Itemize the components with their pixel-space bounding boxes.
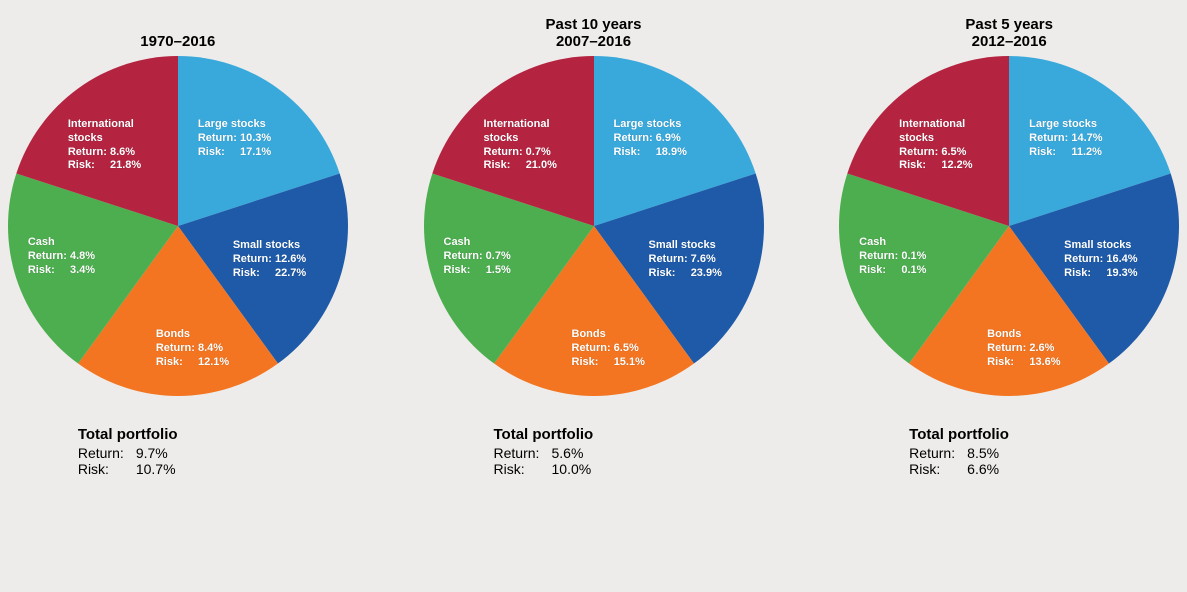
panel-title: 1970–2016 xyxy=(140,6,215,50)
totals-block: Total portfolio Return:9.7% Risk:10.7% xyxy=(78,426,278,477)
pie-slices xyxy=(839,56,1179,396)
totals-return: Return:9.7% xyxy=(78,445,278,461)
totals-header: Total portfolio xyxy=(78,426,278,443)
totals-risk: Risk:10.7% xyxy=(78,461,278,477)
title-main: 2012–2016 xyxy=(972,33,1047,50)
totals-header: Total portfolio xyxy=(909,426,1109,443)
totals-block: Total portfolio Return:8.5% Risk:6.6% xyxy=(909,426,1109,477)
chart-row: 1970–2016 Large stocks Return: 10.3% Ris… xyxy=(0,0,1187,477)
totals-return: Return:5.6% xyxy=(494,445,694,461)
panel-past-5-years: Past 5 years 2012–2016 Large stocks Retu… xyxy=(831,6,1187,477)
totals-risk: Risk:10.0% xyxy=(494,461,694,477)
title-sup: Past 5 years xyxy=(965,16,1053,33)
totals-block: Total portfolio Return:5.6% Risk:10.0% xyxy=(494,426,694,477)
title-sup: Past 10 years xyxy=(546,16,642,33)
pie-svg xyxy=(839,56,1179,396)
panel-title: Past 5 years 2012–2016 xyxy=(965,6,1053,50)
panel-past-10-years: Past 10 years 2007–2016 Large stocks Ret… xyxy=(416,6,772,477)
pie-svg xyxy=(8,56,348,396)
totals-header: Total portfolio xyxy=(494,426,694,443)
panel-1970-2016: 1970–2016 Large stocks Return: 10.3% Ris… xyxy=(0,6,356,477)
totals-risk: Risk:6.6% xyxy=(909,461,1109,477)
panel-title: Past 10 years 2007–2016 xyxy=(546,6,642,50)
pie-chart: Large stocks Return: 10.3% Risk: 17.1% S… xyxy=(8,56,348,396)
title-main: 2007–2016 xyxy=(556,33,631,50)
totals-return: Return:8.5% xyxy=(909,445,1109,461)
title-main: 1970–2016 xyxy=(140,33,215,50)
pie-chart: Large stocks Return: 6.9% Risk: 18.9% Sm… xyxy=(424,56,764,396)
pie-slices xyxy=(424,56,764,396)
pie-chart: Large stocks Return: 14.7% Risk: 11.2% S… xyxy=(839,56,1179,396)
pie-slices xyxy=(8,56,348,396)
pie-svg xyxy=(424,56,764,396)
